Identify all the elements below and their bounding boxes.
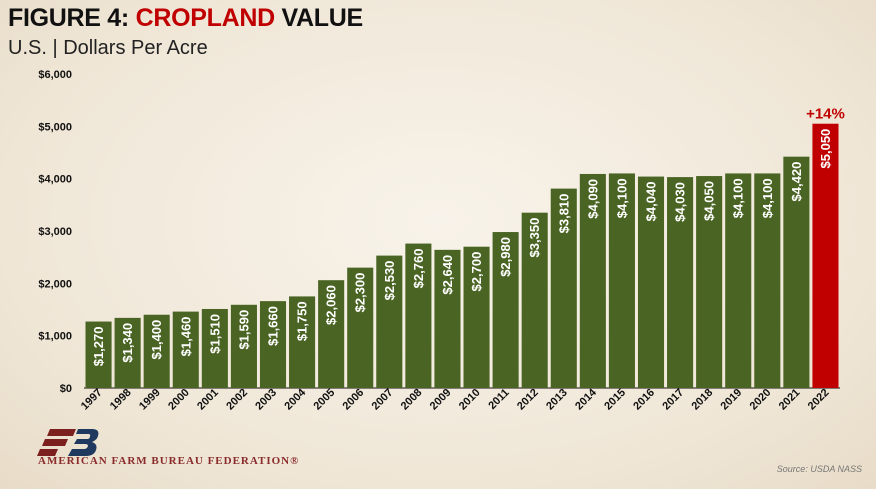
x-tick-label: 1999 [137, 387, 163, 413]
x-tick-label: 2021 [777, 387, 803, 413]
bar-value-label: $1,340 [120, 323, 135, 363]
x-tick-label: 2007 [370, 387, 396, 413]
bar-value-label: $3,350 [527, 218, 542, 258]
bar-value-label: $5,050 [818, 129, 833, 169]
bar-value-label: $1,400 [149, 320, 164, 360]
x-tick-label: 2017 [660, 387, 686, 413]
farm-bureau-logo-icon [37, 429, 99, 456]
bar [667, 177, 694, 388]
bar [521, 212, 548, 388]
bar [812, 123, 839, 388]
y-tick-label: $0 [60, 383, 72, 395]
source-note: Source: USDA NASS [776, 464, 862, 474]
x-tick-label: 2000 [166, 387, 192, 413]
bar-value-label: $2,760 [411, 249, 426, 289]
chart-subtitle: U.S. | Dollars Per Acre [8, 37, 208, 59]
bar-value-label: $4,030 [673, 182, 688, 222]
bar [434, 249, 461, 388]
bar-value-label: $1,460 [178, 317, 193, 357]
y-tick-label: $4,000 [38, 174, 72, 186]
chart-title: FIGURE 4: CROPLAND VALUE [8, 4, 363, 33]
y-tick-label: $1,000 [38, 331, 72, 343]
bar-value-label: $2,530 [382, 261, 397, 301]
bar-value-label: $1,510 [207, 314, 222, 354]
x-tick-label: 2014 [573, 386, 599, 412]
x-tick-label: 2002 [224, 387, 250, 413]
bar [725, 173, 752, 388]
x-tick-label: 2005 [311, 387, 337, 413]
bar-value-label: $1,750 [295, 301, 310, 341]
bar-value-label: $4,040 [644, 182, 659, 222]
bar [347, 267, 374, 388]
bar-value-label: $4,100 [731, 178, 746, 218]
bar [318, 280, 345, 388]
x-tick-label: 2016 [631, 387, 657, 413]
bar-value-label: $2,060 [324, 285, 339, 325]
bar [259, 301, 287, 388]
x-tick-label: 2009 [428, 387, 454, 413]
bar-value-label: $2,640 [440, 255, 455, 295]
x-tick-label: 2004 [282, 386, 308, 412]
bar [637, 176, 665, 388]
x-tick-label: 2012 [515, 387, 541, 413]
bar [550, 188, 577, 388]
x-tick-label: 2018 [689, 387, 715, 413]
bar [230, 304, 257, 388]
bar-value-label: $4,420 [789, 162, 804, 202]
bar-value-label: $4,100 [760, 178, 775, 218]
bar [754, 173, 781, 388]
title-prefix: FIGURE 4: [8, 4, 136, 32]
bar-value-label: $2,300 [353, 273, 368, 313]
bar-value-label: $1,660 [266, 306, 281, 346]
x-tick-label: 2015 [602, 387, 628, 413]
bar-value-label: $4,050 [702, 181, 717, 221]
x-tick-label: 2003 [253, 387, 279, 413]
bar [492, 232, 519, 388]
x-tick-label: 2006 [341, 387, 367, 413]
x-tick-label: 2019 [719, 387, 745, 413]
bar-value-label: $4,100 [614, 178, 629, 218]
x-tick-label: 2013 [544, 387, 570, 413]
bar [172, 311, 199, 388]
bar [143, 314, 170, 388]
bar [85, 321, 112, 388]
x-tick-label: 2022 [806, 387, 832, 413]
bar [114, 317, 141, 388]
bar-value-label: $3,810 [556, 194, 571, 234]
x-tick-label: 2011 [486, 387, 511, 412]
title-highlight: CROPLAND [135, 4, 276, 32]
y-tick-label: $5,000 [38, 121, 72, 133]
bar-value-label: $2,980 [498, 237, 513, 277]
bar [289, 296, 316, 388]
x-tick-label: 2001 [195, 387, 221, 413]
bar-value-label: $1,590 [236, 310, 251, 350]
bar-value-label: $4,090 [585, 179, 600, 219]
bar [696, 176, 723, 388]
bar [783, 156, 810, 388]
bar-value-label: $2,700 [469, 252, 484, 292]
bar [608, 173, 635, 388]
x-tick-label: 1998 [108, 387, 134, 413]
x-tick-label: 2008 [399, 387, 425, 413]
y-tick-label: $3,000 [38, 226, 72, 238]
title-suffix: VALUE [274, 4, 363, 32]
bar [463, 246, 490, 388]
y-tick-label: $2,000 [38, 278, 72, 290]
bar [376, 255, 403, 388]
bar-value-label: $1,270 [91, 327, 106, 367]
x-tick-label: 2010 [457, 387, 483, 413]
bar [405, 243, 432, 388]
bar [579, 173, 606, 388]
organization-name: AMERICAN FARM BUREAU FEDERATION® [38, 455, 300, 467]
bar [201, 308, 228, 388]
x-tick-label: 1997 [79, 387, 105, 413]
x-tick-label: 2020 [748, 387, 774, 413]
y-tick-label: $6,000 [38, 69, 72, 81]
change-annotation: +14% [806, 106, 845, 123]
